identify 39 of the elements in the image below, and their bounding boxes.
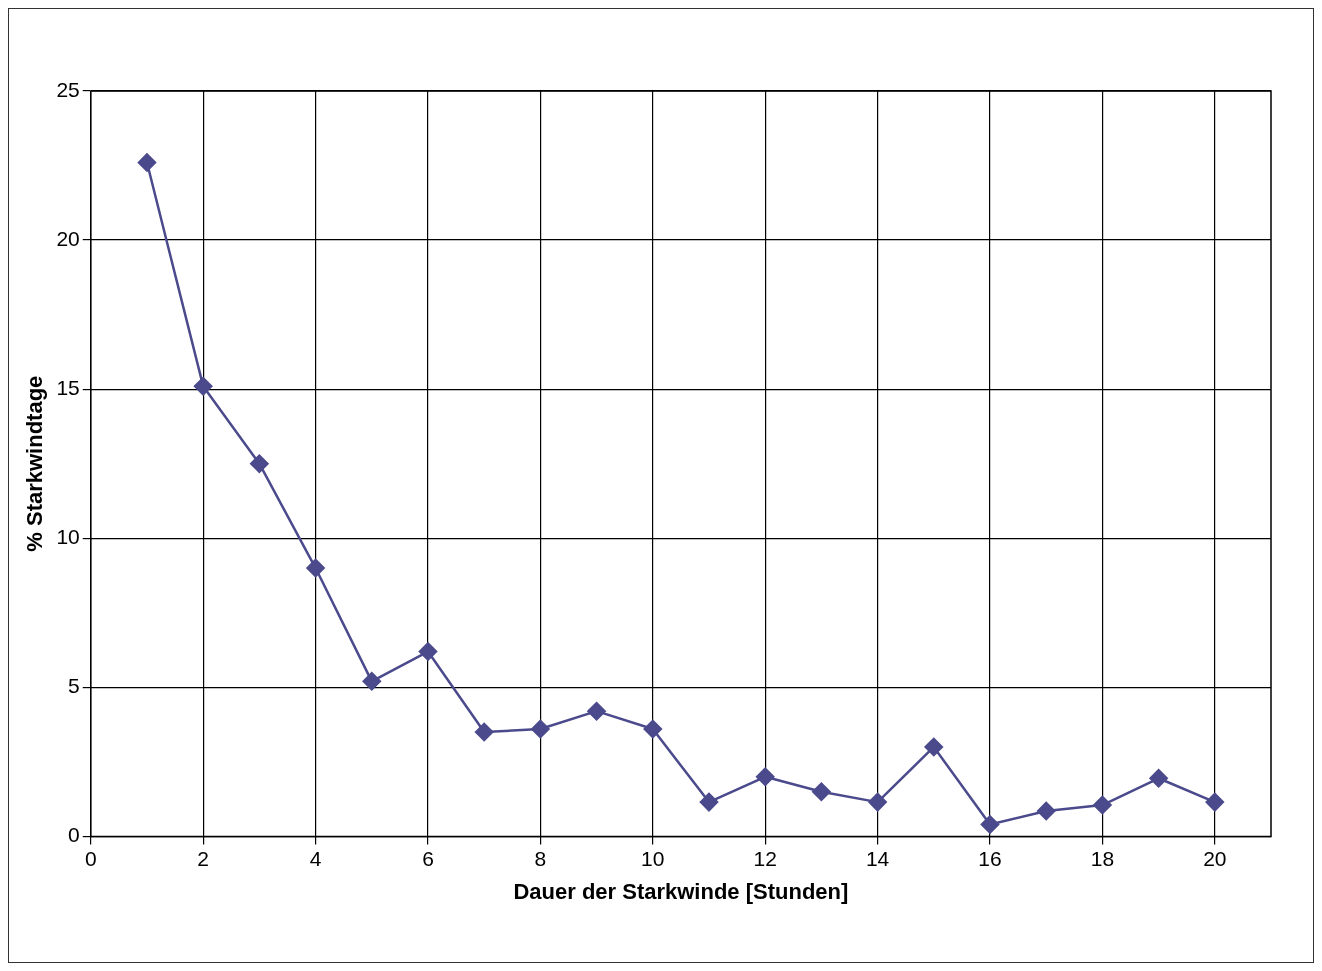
point [250,454,269,473]
x-tick-label: 6 [422,846,434,870]
point [306,558,325,578]
point [980,815,1000,834]
y-tick-label: 10 [56,525,80,549]
x-tick-label: 16 [978,846,1002,870]
point [868,792,887,812]
point [531,719,550,739]
y-axis-title: % Starkwindtage [22,375,48,552]
point [1093,795,1112,815]
y-tick-label: 0 [68,823,80,847]
point [1036,801,1056,821]
x-tick-label: 8 [534,846,547,870]
point [1205,792,1225,812]
x-tick-label: 10 [641,846,665,870]
point [587,701,606,721]
point [643,719,663,739]
x-tick-label: 2 [197,846,210,870]
x-tick-label: 4 [309,846,322,870]
x-tick-label: 14 [865,846,890,870]
point [812,782,831,801]
point [418,642,438,661]
point [699,792,719,812]
point [1149,769,1168,788]
x-tick-label: 18 [1090,846,1115,870]
point [362,672,382,691]
x-tick-label: 0 [84,846,97,870]
x-axis-title: Dauer der Starkwinde [Stunden] [513,878,849,904]
y-tick-label: 5 [68,674,80,698]
y-tick-label: 20 [56,226,80,250]
point [137,153,157,172]
point [755,767,775,787]
x-tick-label: 20 [1203,846,1227,870]
point [924,737,944,757]
y-tick-label: 25 [56,77,80,101]
x-tick-label: 12 [753,846,777,870]
y-tick-label: 15 [56,375,80,399]
point [193,376,213,396]
point [474,722,494,742]
